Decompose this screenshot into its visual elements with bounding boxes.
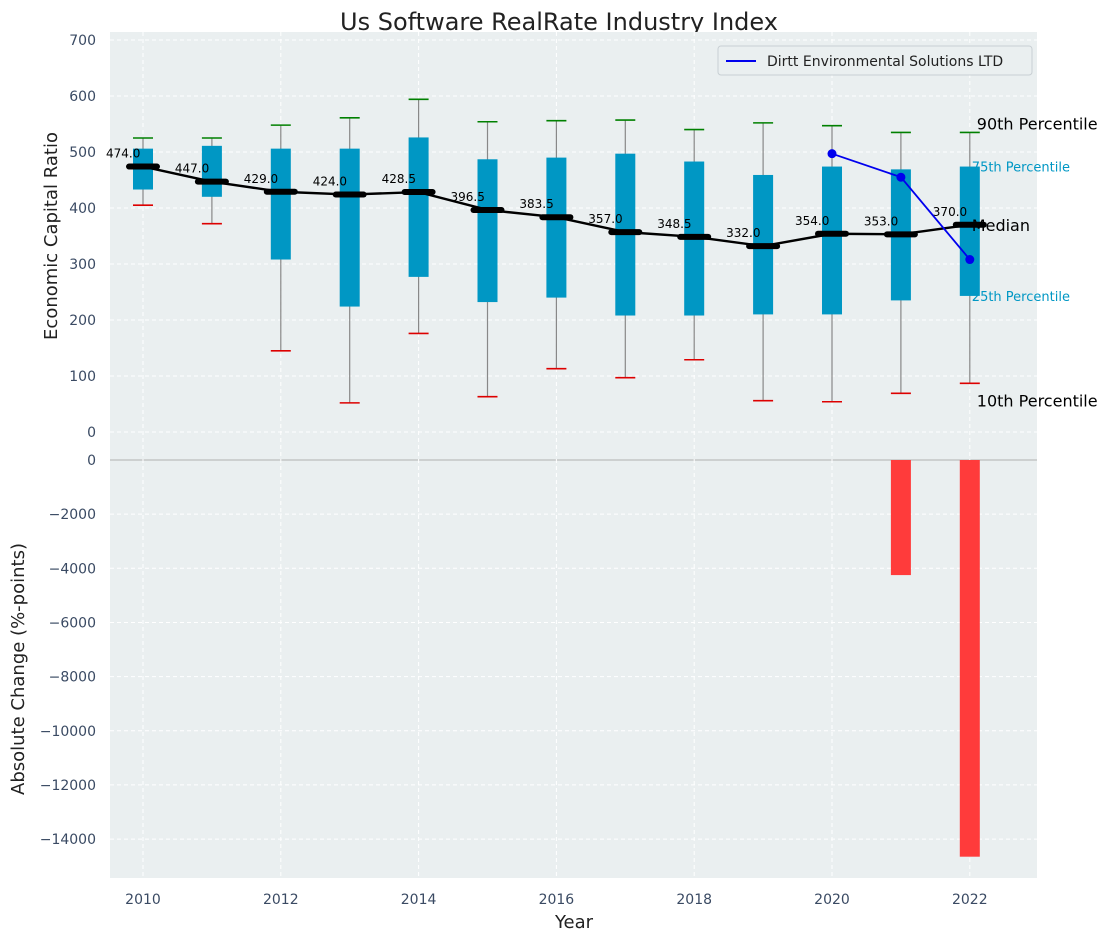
company-point — [896, 172, 906, 182]
bottom-y-tick-label: −8000 — [49, 670, 96, 686]
x-ticks: 2010 2012 2014 2016 2018 2020 2022 — [125, 892, 987, 908]
percentile-annotations: 90th Percentile 75th Percentile Median 25th… — [972, 114, 1098, 410]
median-value-label: 428.5 — [382, 172, 416, 186]
top-y-tick-label: 100 — [69, 369, 96, 385]
iqr-box — [339, 148, 360, 307]
x-axis-label: Year — [554, 912, 594, 933]
bottom-y-tick-label: −2000 — [49, 507, 96, 523]
box-series — [133, 98, 980, 404]
x-tick-label: 2020 — [814, 892, 850, 908]
bottom-y-tick-label: −6000 — [49, 615, 96, 631]
iqr-box — [270, 148, 291, 260]
top-y-tick-label: 600 — [69, 89, 96, 105]
median-value-label: 474.0 — [106, 147, 140, 161]
median-value-label: 396.5 — [451, 190, 485, 204]
median-value-label: 348.5 — [657, 217, 691, 231]
bottom-y-tick-label: 0 — [87, 453, 96, 469]
median-value-label: 370.0 — [933, 205, 967, 219]
median-value-label: 357.0 — [588, 212, 622, 226]
chart-title: Us Software RealRate Industry Index — [340, 8, 778, 36]
iqr-box — [959, 166, 980, 296]
median-value-label: 383.5 — [519, 197, 553, 211]
x-tick-label: 2010 — [125, 892, 161, 908]
bottom-y-ticks: 0 −2000 −4000 −6000 −8000 −10000 −12000 −14000 — [40, 453, 96, 848]
top-y-tick-label: 200 — [69, 313, 96, 329]
median-value-label: 332.0 — [726, 226, 760, 240]
bottom-y-tick-label: −10000 — [40, 724, 96, 740]
change-bar — [959, 460, 980, 857]
legend: Dirtt Environmental Solutions LTD — [717, 45, 1033, 76]
iqr-box — [477, 159, 498, 303]
top-y-tick-label: 500 — [69, 145, 96, 161]
top-y-tick-label: 400 — [69, 201, 96, 217]
x-tick-label: 2018 — [676, 892, 712, 908]
median-annotation: Median — [972, 216, 1030, 235]
median-value-label: 429.0 — [244, 172, 278, 186]
legend-box — [717, 45, 1033, 76]
top-y-axis-label: Economic Capital Ratio — [41, 132, 62, 340]
top-y-tick-label: 0 — [87, 425, 96, 441]
company-series — [827, 149, 975, 265]
median-value-label: 354.0 — [795, 214, 829, 228]
median-value-label: 424.0 — [313, 175, 347, 189]
change-bars — [890, 460, 980, 857]
p10-annotation: 10th Percentile — [977, 391, 1098, 410]
bottom-plot-area — [110, 460, 1037, 878]
company-point — [965, 255, 975, 265]
p75-annotation: 75th Percentile — [972, 161, 1070, 176]
company-point — [827, 149, 837, 159]
iqr-box — [546, 157, 567, 298]
x-tick-label: 2014 — [401, 892, 437, 908]
x-tick-label: 2016 — [539, 892, 575, 908]
top-y-tick-label: 700 — [69, 33, 96, 49]
bottom-y-tick-label: −4000 — [49, 561, 96, 577]
change-bar — [890, 460, 911, 576]
x-tick-label: 2022 — [952, 892, 988, 908]
top-plot-area — [110, 32, 1037, 460]
p25-annotation: 25th Percentile — [972, 290, 1070, 305]
top-y-ticks: 0 100 200 300 400 500 600 700 — [69, 33, 96, 441]
bottom-y-tick-label: −14000 — [40, 832, 96, 848]
top-y-tick-label: 300 — [69, 257, 96, 273]
median-value-label: 447.0 — [175, 162, 209, 176]
bottom-y-axis-label: Absolute Change (%-points) — [8, 543, 29, 795]
median-series: 474.0 447.0 429.0 424.0 428.5 396.5 383.5 357.0… — [106, 147, 987, 250]
iqr-box — [408, 137, 429, 277]
x-tick-label: 2012 — [263, 892, 299, 908]
legend-label: Dirtt Environmental Solutions LTD — [767, 54, 1003, 70]
p90-annotation: 90th Percentile — [977, 114, 1098, 133]
median-value-label: 353.0 — [864, 214, 898, 228]
iqr-box — [822, 166, 842, 315]
bottom-y-tick-label: −12000 — [40, 778, 96, 794]
